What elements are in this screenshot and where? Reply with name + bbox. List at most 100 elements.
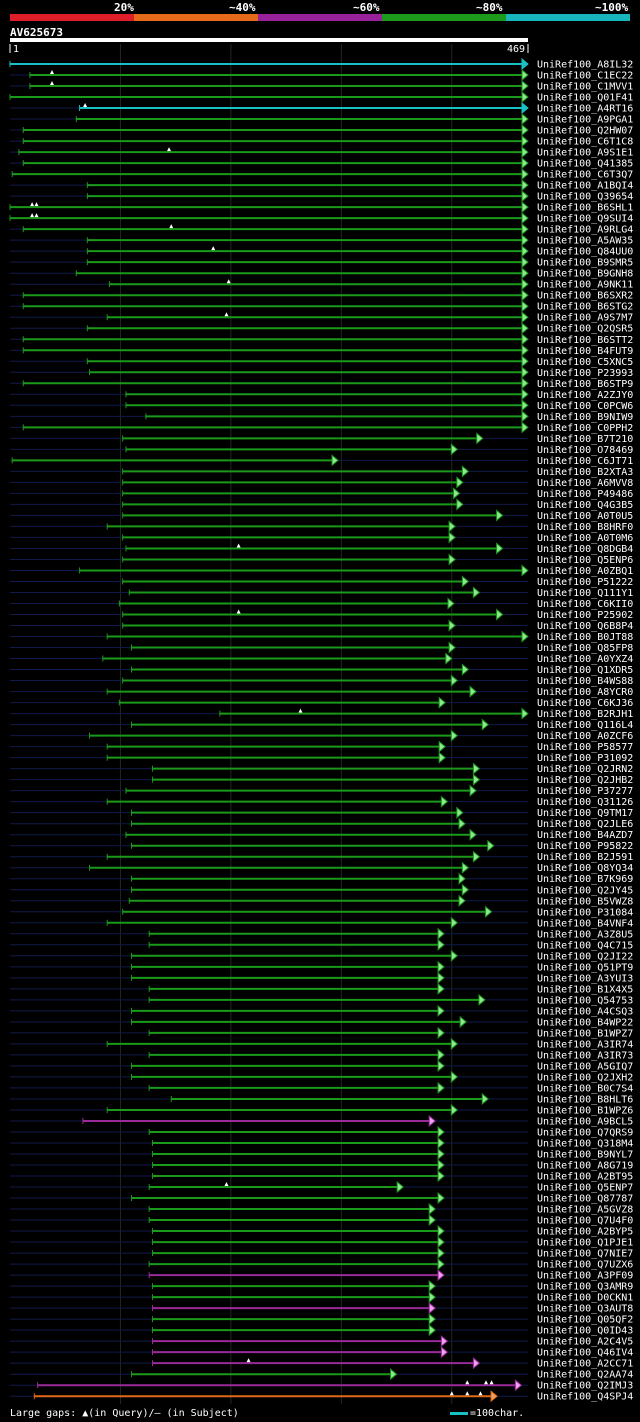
hit-row: UniRef100_Q41385 [10, 157, 633, 170]
hit-row: UniRef100_A0T0M6 [10, 531, 633, 544]
hit-arrowhead [428, 1280, 437, 1293]
hit-row: UniRef100_A3PF09 [10, 1269, 633, 1282]
hit-row: UniRef100_B4FUT9 [10, 344, 633, 357]
hit-row: UniRef100_P23993 [10, 366, 633, 379]
hit-arrowhead [469, 784, 477, 797]
hit-row: UniRef100_Q1XDR5 [10, 663, 633, 676]
hit-label: UniRef100_A2BYP5 [537, 1227, 633, 1238]
hit-arrowhead [485, 905, 493, 918]
hit-arrowhead [428, 1313, 437, 1326]
hit-row: UniRef100_A3Z8U5 [10, 927, 633, 940]
hit-arrowhead [450, 729, 459, 742]
legend-label-20: 20% [114, 1, 134, 14]
hit-arrowhead [521, 57, 529, 71]
hit-label: UniRef100_A9RLG4 [537, 225, 633, 236]
hit-arrowhead [521, 190, 529, 203]
hit-arrowhead [521, 179, 529, 192]
hit-label: UniRef100_B1X4X5 [537, 984, 633, 995]
hit-arrowhead [437, 1258, 445, 1271]
hit-label: UniRef100_B2RJH1 [537, 709, 633, 720]
hit-arrowhead [472, 762, 481, 775]
hit-arrowhead [390, 1368, 398, 1381]
hit-arrowhead [437, 1147, 445, 1161]
hit-row: UniRef100_A8G719 [10, 1158, 633, 1172]
hit-label: UniRef100_Q85FP8 [537, 643, 633, 654]
hit-row: UniRef100_Q7UZX6 [10, 1258, 633, 1271]
hit-label: UniRef100_C0PCW6 [537, 401, 633, 412]
scale-text: =100char. [470, 1408, 525, 1419]
query-gap-marker [226, 279, 231, 284]
hit-row: UniRef100_B7T210 [10, 432, 633, 445]
hit-row: UniRef100_C0PPH2 [10, 421, 633, 434]
hit-arrowhead [428, 1202, 437, 1216]
query-gap-marker [298, 708, 303, 713]
hit-arrowhead [437, 1081, 445, 1094]
hit-arrowhead [521, 234, 529, 247]
hit-arrowhead [453, 487, 461, 500]
hit-row: UniRef100_C6T1C8 [10, 135, 633, 148]
hit-arrowhead [521, 399, 529, 412]
hit-label: UniRef100_A8YCR0 [537, 687, 633, 698]
hit-row: UniRef100_B2J591 [10, 850, 633, 863]
hit-arrowhead [469, 828, 477, 841]
hit-arrowhead [437, 1236, 445, 1249]
hit-row: UniRef100_Q3AMR9 [10, 1280, 633, 1293]
hit-row: UniRef100_Q9SUI4 [9, 212, 633, 225]
hit-label: UniRef100_A3Z8U5 [537, 929, 633, 940]
hit-row: UniRef100_A0ZBQ1 [10, 564, 633, 577]
hit-label: UniRef100_B0JT88 [537, 632, 633, 643]
hit-arrowhead [521, 289, 529, 302]
hit-row: UniRef100_C6T3Q7 [10, 168, 633, 181]
hit-label: UniRef100_A1BQI4 [537, 181, 633, 192]
hit-row: UniRef100_B8HRF0 [10, 520, 633, 533]
hit-row: UniRef100_B6STP9 [10, 377, 633, 390]
hit-arrowhead [458, 817, 466, 830]
hit-label: UniRef100_Q39654 [537, 192, 633, 203]
hit-arrowhead [521, 90, 529, 104]
query-gap-marker [465, 1380, 470, 1385]
hit-row: UniRef100_Q4G3B5 [10, 498, 633, 511]
hit-label: UniRef100_Q1XDR5 [537, 665, 633, 676]
hit-row: UniRef100_Q2JI22 [10, 949, 633, 962]
hit-arrowhead [461, 465, 470, 478]
hit-row: UniRef100_P49486 [10, 487, 633, 500]
hit-arrowhead [521, 135, 529, 148]
gaps-legend: Large gaps: ▲(in Query)/— (in Subject) [10, 1408, 239, 1419]
hit-row: UniRef100_A9S7M7 [10, 311, 633, 324]
hit-row: UniRef100_Q51PT9 [10, 960, 633, 973]
hit-row: UniRef100_Q2IMJ3 [10, 1379, 633, 1392]
hit-row: UniRef100_B4WP22 [10, 1015, 633, 1028]
hit-arrowhead [437, 1191, 445, 1205]
hit-arrowhead [521, 201, 529, 214]
hit-arrowhead [461, 663, 470, 676]
hit-row: UniRef100_Q1PJE1 [10, 1236, 633, 1249]
hit-label: UniRef100_Q5ENP7 [537, 1183, 633, 1194]
hit-arrowhead [496, 542, 504, 555]
hit-row: UniRef100_Q2JXH2 [10, 1070, 633, 1083]
hit-label: UniRef100_B8HLT6 [537, 1094, 633, 1105]
hit-label: UniRef100_Q9SUI4 [537, 214, 633, 225]
hit-row: UniRef100_Q39654 [10, 190, 633, 203]
hit-label: UniRef100_B2J591 [537, 852, 633, 863]
hit-label: UniRef100_Q7NIE7 [537, 1249, 633, 1260]
hit-row: UniRef100_P95822 [10, 839, 633, 852]
hit-arrowhead [521, 344, 529, 357]
hit-label: UniRef100_C6T1C8 [537, 137, 633, 148]
hit-label: UniRef100_Q7QRS9 [537, 1127, 633, 1138]
hit-label: UniRef100_P49486 [537, 489, 633, 500]
hit-row: UniRef100_A2BYP5 [10, 1224, 633, 1238]
hit-arrowhead [437, 971, 445, 984]
hit-row: UniRef100_B6STG2 [10, 300, 633, 313]
hit-row: UniRef100_Q111Y1 [10, 586, 633, 599]
hit-row: UniRef100_A4RT16 [10, 101, 633, 115]
hit-label: UniRef100_A3IR74 [537, 1039, 633, 1050]
hit-row: UniRef100_B0C7S4 [10, 1081, 633, 1094]
hit-label: UniRef100_A2BT95 [537, 1172, 633, 1183]
hit-label: UniRef100_B5VWZ8 [537, 896, 633, 907]
hit-arrowhead [521, 101, 529, 115]
hit-label: UniRef100_A8IL32 [537, 60, 633, 71]
hit-label: UniRef100_A4CSQ3 [537, 1006, 633, 1017]
hit-label: UniRef100_C5XNC5 [537, 357, 633, 368]
hit-arrowhead [459, 1015, 467, 1028]
hit-label: UniRef100_Q84UU0 [537, 247, 633, 258]
